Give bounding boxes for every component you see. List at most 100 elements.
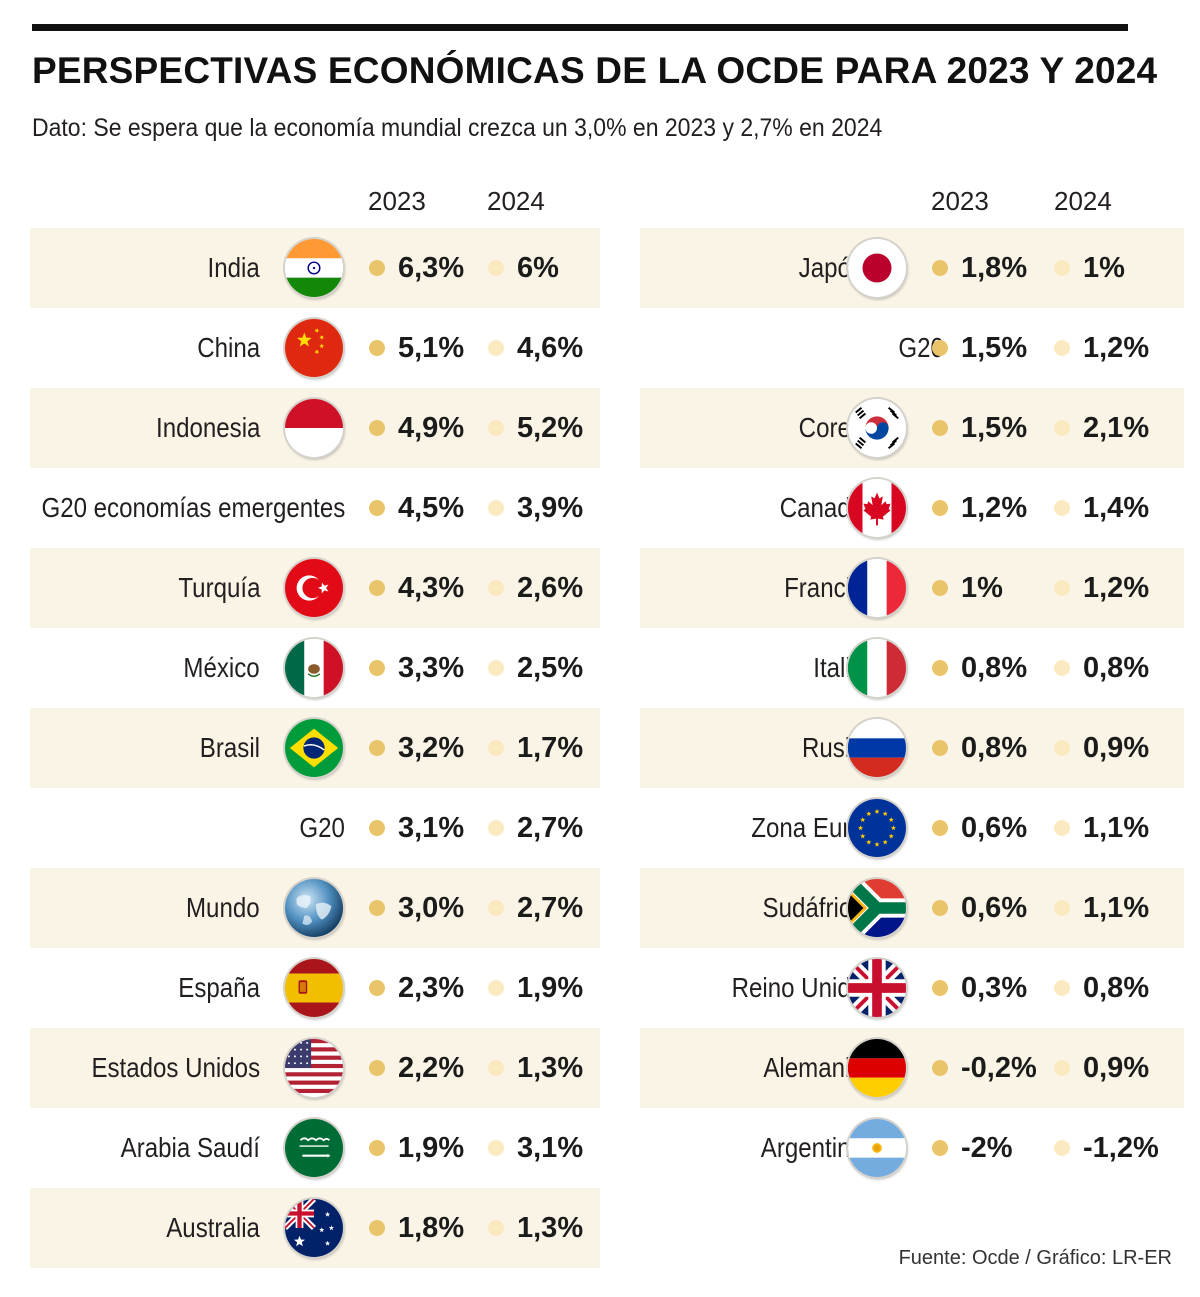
dot-2023 (932, 580, 948, 596)
dot-2024 (1054, 1140, 1070, 1156)
value-2024: 1,7% (517, 732, 584, 764)
value-2023: 4,5% (398, 492, 465, 524)
value-2023: 4,3% (398, 572, 465, 604)
dot-2024 (488, 740, 504, 756)
value-2024: 1,9% (517, 972, 584, 1004)
turkey-flag-icon (285, 559, 343, 617)
table-row: Rusia 0,8% 0,9% (640, 708, 1184, 788)
table-row: Reino Unido 0,3% 0,8% (640, 948, 1184, 1028)
dot-2023 (932, 340, 948, 356)
value-2024: 1,4% (1083, 492, 1150, 524)
value-2024: 1,3% (517, 1212, 584, 1244)
row-label: Mundo (186, 892, 260, 923)
value-2023: 3,2% (398, 732, 465, 764)
japan-flag-icon (848, 239, 906, 297)
value-2024: 6% (517, 252, 559, 284)
table-row: Alemania -0,2% 0,9% (640, 1028, 1184, 1108)
table-row: G20 1,5% 1,2% (640, 308, 1184, 388)
value-2023: 1,8% (398, 1212, 465, 1244)
dot-2023 (932, 420, 948, 436)
brazil-flag-icon (285, 719, 343, 777)
value-2024: 5,2% (517, 412, 584, 444)
dot-2024 (1054, 900, 1070, 916)
right-table: Japón 1,8% 1% G20 1,5% 1,2% Corea 1,5% 2,1% Canad… (640, 228, 1184, 1188)
eu-flag-icon (848, 799, 906, 857)
row-label: España (178, 972, 260, 1003)
dot-2024 (1054, 1060, 1070, 1076)
dot-2024 (488, 580, 504, 596)
dot-2023 (369, 500, 385, 516)
header-2023-left: 2023 (368, 186, 426, 216)
value-2024: 1,2% (1083, 572, 1150, 604)
dot-2023 (369, 820, 385, 836)
dot-2023 (369, 740, 385, 756)
dot-2023 (369, 260, 385, 276)
dot-2023 (932, 260, 948, 276)
dot-2023 (932, 660, 948, 676)
dot-2024 (1054, 500, 1070, 516)
value-2024: 1,3% (517, 1052, 584, 1084)
row-label: G20 (299, 812, 345, 843)
value-2024: 0,8% (1083, 972, 1150, 1004)
value-2023: 1,8% (961, 252, 1028, 284)
value-2024: 1% (1083, 252, 1125, 284)
dot-2023 (369, 660, 385, 676)
indonesia-flag-icon (285, 399, 343, 457)
row-label: Indonesia (155, 412, 260, 443)
dot-2024 (1054, 420, 1070, 436)
dot-2024 (488, 980, 504, 996)
dot-2024 (488, 1140, 504, 1156)
row-label: Reino Unido (731, 972, 864, 1003)
row-label: India (207, 252, 260, 283)
value-2024: -1,2% (1083, 1132, 1159, 1164)
saudi-arabia-flag-icon (285, 1119, 343, 1177)
value-2024: 2,5% (517, 652, 584, 684)
row-label: Turquía (177, 572, 260, 603)
dot-2024 (488, 1220, 504, 1236)
value-2023: 0,3% (961, 972, 1028, 1004)
value-2024: 1,1% (1083, 892, 1150, 924)
row-label: G20 economías emergentes (41, 492, 345, 523)
dot-2023 (932, 740, 948, 756)
row-label: México (183, 652, 260, 683)
dot-2024 (1054, 260, 1070, 276)
dot-2024 (1054, 820, 1070, 836)
table-row: Sudáfrica 0,6% 1,1% (640, 868, 1184, 948)
table-row: Francia 1% 1,2% (640, 548, 1184, 628)
south-africa-flag-icon (848, 879, 906, 937)
value-2023: 2,3% (398, 972, 465, 1004)
dot-2024 (488, 1060, 504, 1076)
value-2023: 3,1% (398, 812, 465, 844)
value-2023: 0,6% (961, 892, 1028, 924)
dot-2023 (369, 340, 385, 356)
value-2024: 0,9% (1083, 1052, 1150, 1084)
value-2024: 0,8% (1083, 652, 1150, 684)
dot-2023 (369, 980, 385, 996)
value-2023: 0,8% (961, 652, 1028, 684)
germany-flag-icon (848, 1039, 906, 1097)
value-2023: 1,2% (961, 492, 1028, 524)
table-row: Japón 1,8% 1% (640, 228, 1184, 308)
value-2023: 6,3% (398, 252, 465, 284)
value-2023: 0,8% (961, 732, 1028, 764)
dot-2023 (369, 900, 385, 916)
uk-flag-icon (848, 959, 906, 1017)
source-note: Fuente: Ocde / Gráfico: LR-ER (898, 1247, 1172, 1269)
row-label: Zona Euro (751, 812, 864, 843)
table-row: Brasil 3,2% 1,7% (30, 708, 600, 788)
left-table: India 6,3% 6% China 5,1% 4,6% Indonesia 4,9% 5,2… (30, 228, 600, 1268)
table-row: Zona Euro 0,6% 1,1% (640, 788, 1184, 868)
spain-flag-icon (285, 959, 343, 1017)
dot-2024 (1054, 340, 1070, 356)
table-row: G20 3,1% 2,7% (30, 788, 600, 868)
row-label: Argentina (760, 1132, 864, 1163)
row-label: Estados Unidos (91, 1052, 260, 1083)
table-row: Arabia Saudí 1,9% 3,1% (30, 1108, 600, 1188)
value-2024: 3,1% (517, 1132, 584, 1164)
dot-2023 (932, 1140, 948, 1156)
russia-flag-icon (848, 719, 906, 777)
table-row: Italia 0,8% 0,8% (640, 628, 1184, 708)
france-flag-icon (848, 559, 906, 617)
canada-flag-icon (848, 479, 906, 537)
table-row: Indonesia 4,9% 5,2% (30, 388, 600, 468)
